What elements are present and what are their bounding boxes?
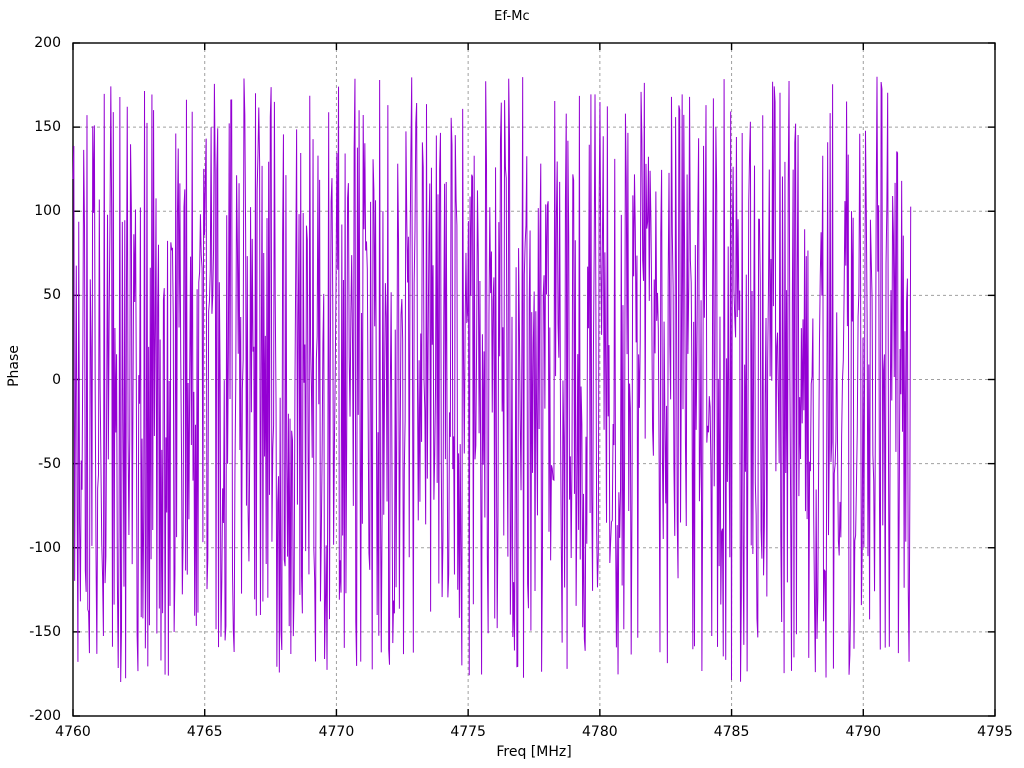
y-tick-label: 150 [34,119,61,136]
y-tick-label: 50 [43,287,61,304]
x-tick-label: 4780 [582,724,618,740]
chart-title: Ef-Mc [494,9,530,24]
y-tick-label: -50 [38,455,61,472]
y-tick-label: -150 [29,623,61,640]
x-tick-label: 4775 [450,724,486,740]
y-tick-label: 200 [34,35,61,51]
x-axis-label: Freq [MHz] [496,744,572,760]
y-tick-label: -100 [29,539,61,556]
y-tick-label: -200 [29,708,61,724]
plot-border [72,42,996,717]
x-tick-label: 4770 [318,724,355,740]
x-tick-label: 4760 [55,724,91,740]
x-tick-label: 4790 [845,724,882,740]
x-tick-label: 4795 [977,724,1013,740]
x-tick-label: 4765 [186,724,223,740]
y-tick-label: 0 [52,371,61,388]
data-series [72,76,912,682]
data-line [72,76,912,682]
y-tick-label: 100 [34,203,61,220]
x-tick-label: 4785 [713,724,750,740]
